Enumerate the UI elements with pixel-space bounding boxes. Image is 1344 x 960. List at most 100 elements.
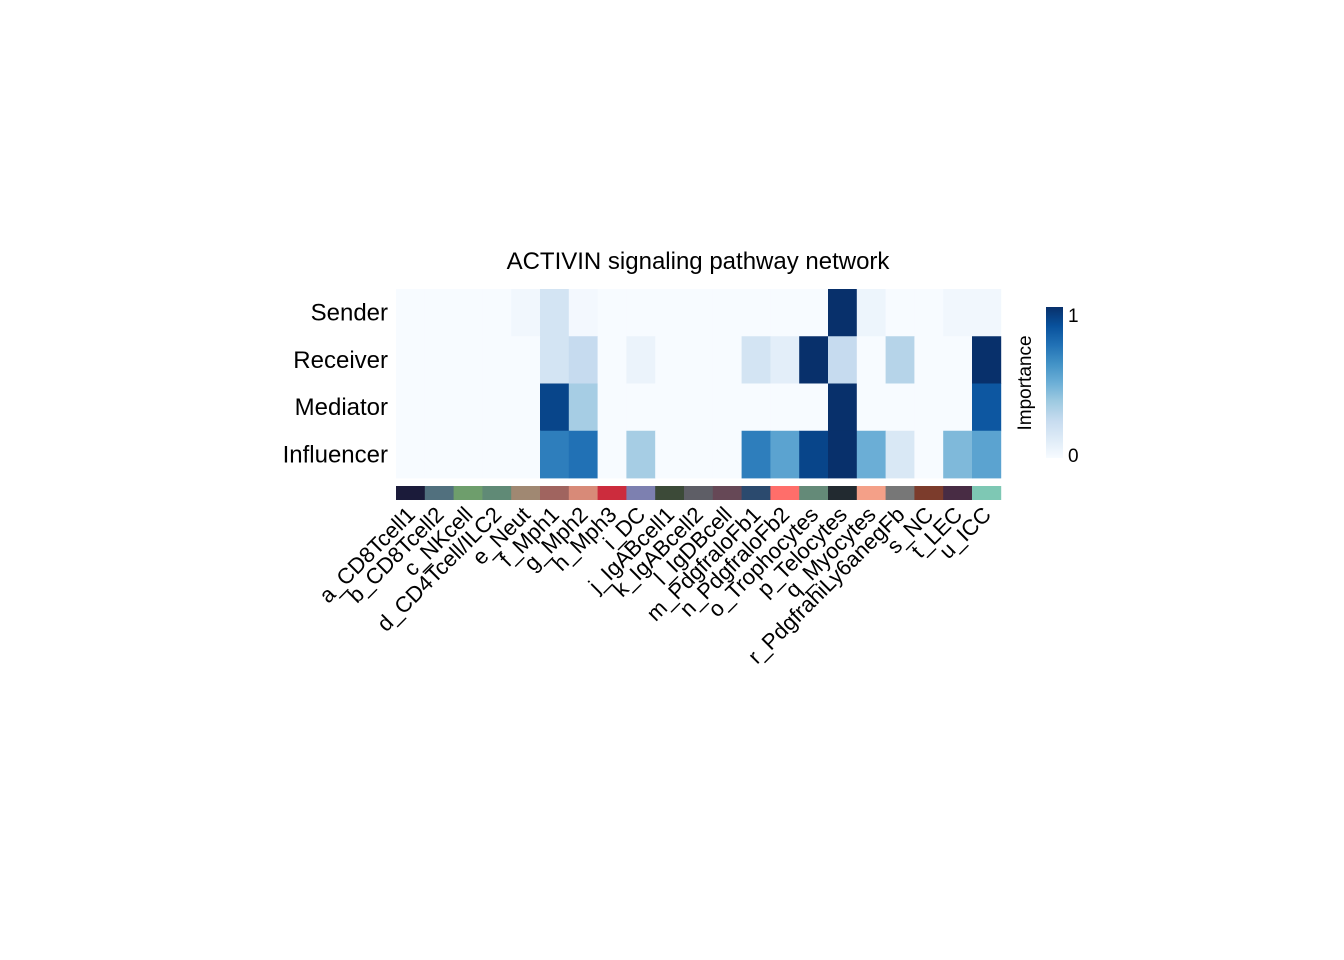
row-label: Influencer — [283, 441, 388, 468]
colorbar-title: Importance — [1015, 335, 1036, 430]
heatmap-cells — [396, 289, 1002, 479]
heatmap-cell — [453, 383, 483, 432]
heatmap-cell — [856, 383, 886, 432]
colorbar-gradient — [1046, 307, 1063, 458]
column-color-swatch — [568, 486, 598, 500]
row-label: Mediator — [295, 394, 388, 421]
heatmap-cell — [770, 289, 800, 337]
heatmap-cell — [943, 336, 973, 384]
column-color-swatch — [511, 486, 541, 500]
heatmap-cell — [770, 336, 800, 384]
heatmap-cell — [396, 289, 426, 337]
heatmap-cell — [655, 336, 685, 384]
column-color-swatch — [914, 486, 944, 500]
heatmap-cell — [885, 289, 915, 337]
heatmap-cell — [540, 383, 570, 432]
column-color-swatch — [972, 486, 1002, 500]
heatmap-cell — [972, 336, 1002, 384]
heatmap-cell — [856, 336, 886, 384]
column-color-swatch — [799, 486, 829, 500]
heatmap-cell — [568, 430, 598, 479]
column-color-swatch — [655, 486, 685, 500]
heatmap-cell — [655, 383, 685, 432]
heatmap-cell — [741, 383, 771, 432]
heatmap-cell — [712, 289, 742, 337]
heatmap-cell — [885, 430, 915, 479]
heatmap-cell — [597, 383, 627, 432]
heatmap-cell — [972, 383, 1002, 432]
column-color-swatch — [943, 486, 973, 500]
heatmap-cell — [943, 383, 973, 432]
heatmap-cell — [597, 289, 627, 337]
heatmap-cell — [770, 383, 800, 432]
column-color-swatch — [885, 486, 915, 500]
heatmap-cell — [741, 289, 771, 337]
heatmap-cell — [568, 336, 598, 384]
heatmap-cell — [828, 289, 858, 337]
heatmap-cell — [540, 430, 570, 479]
heatmap-cell — [856, 430, 886, 479]
heatmap-cell — [712, 336, 742, 384]
row-labels: Sender Receiver Mediator Influencer — [283, 300, 388, 469]
heatmap-cell — [684, 336, 714, 384]
heatmap-cell — [511, 336, 541, 384]
heatmap-cell — [597, 430, 627, 479]
heatmap-cell — [424, 336, 454, 384]
heatmap-cell — [972, 430, 1002, 479]
colorbar-tick-max: 1 — [1068, 306, 1079, 327]
heatmap-cell — [482, 383, 512, 432]
heatmap-cell — [828, 383, 858, 432]
column-color-swatch — [396, 486, 426, 500]
heatmap-cell — [511, 383, 541, 432]
column-color-swatch — [540, 486, 570, 500]
heatmap-cell — [799, 336, 829, 384]
heatmap-cell — [511, 289, 541, 337]
heatmap-cell — [482, 289, 512, 337]
heatmap-cell — [712, 430, 742, 479]
heatmap-cell — [453, 430, 483, 479]
heatmap-cell — [885, 383, 915, 432]
column-color-swatch — [453, 486, 483, 500]
heatmap-cell — [684, 430, 714, 479]
heatmap-cell — [799, 430, 829, 479]
heatmap-cell — [597, 336, 627, 384]
heatmap-cell — [482, 430, 512, 479]
column-labels: a_CD8Tcell1b_CD8Tcell2c_NKcelld_CD4Tcell… — [314, 502, 996, 669]
column-color-swatch — [597, 486, 627, 500]
column-color-swatch — [712, 486, 742, 500]
column-color-swatch — [482, 486, 512, 500]
heatmap-cell — [626, 383, 656, 432]
heatmap-cell — [828, 430, 858, 479]
heatmap-cell — [655, 289, 685, 337]
heatmap-cell — [453, 336, 483, 384]
heatmap-cell — [972, 289, 1002, 337]
heatmap-cell — [424, 383, 454, 432]
heatmap-cell — [453, 289, 483, 337]
column-color-swatch — [741, 486, 771, 500]
heatmap-cell — [511, 430, 541, 479]
colorbar-tick-min: 0 — [1068, 446, 1079, 467]
heatmap-cell — [943, 430, 973, 479]
colorbar: 1 0 Importance — [1015, 306, 1079, 467]
column-color-swatch — [856, 486, 886, 500]
heatmap-cell — [396, 430, 426, 479]
column-color-swatch — [770, 486, 800, 500]
heatmap-cell — [741, 430, 771, 479]
heatmap-cell — [684, 383, 714, 432]
heatmap-cell — [712, 383, 742, 432]
heatmap-cell — [828, 336, 858, 384]
column-color-swatch — [828, 486, 858, 500]
heatmap-cell — [684, 289, 714, 337]
heatmap-cell — [568, 289, 598, 337]
column-color-strip — [396, 486, 1002, 500]
heatmap-cell — [914, 336, 944, 384]
heatmap-cell — [799, 289, 829, 337]
column-color-swatch — [626, 486, 656, 500]
chart-title: ACTIVIN signaling pathway network — [507, 248, 891, 275]
heatmap-cell — [914, 430, 944, 479]
heatmap-cell — [424, 430, 454, 479]
heatmap-cell — [626, 289, 656, 337]
heatmap-cell — [856, 289, 886, 337]
heatmap-cell — [655, 430, 685, 479]
